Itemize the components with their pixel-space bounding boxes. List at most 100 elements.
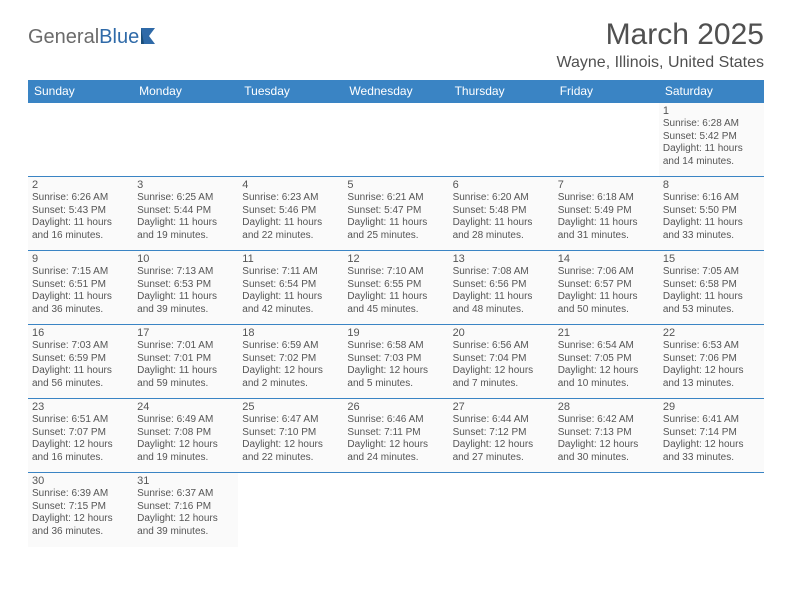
sunrise-text: Sunrise: 6:58 AM [347,340,444,353]
calendar-day-cell: 28Sunrise: 6:42 AMSunset: 7:13 PMDayligh… [554,399,659,473]
sunset-text: Sunset: 7:12 PM [453,427,550,440]
daylight-line1: Daylight: 12 hours [347,365,444,378]
day-number: 23 [32,401,129,413]
daylight-line2: and 24 minutes. [347,452,444,465]
calendar-empty-cell [659,473,764,547]
daylight-line1: Daylight: 11 hours [137,291,234,304]
daylight-line1: Daylight: 11 hours [663,291,760,304]
logo-word-1: General [28,26,99,48]
calendar-empty-cell [554,103,659,177]
calendar-day-cell: 4Sunrise: 6:23 AMSunset: 5:46 PMDaylight… [238,177,343,251]
sunset-text: Sunset: 6:57 PM [558,279,655,292]
title-block: March 2025 Wayne, Illinois, United State… [557,18,765,72]
sunset-text: Sunset: 7:01 PM [137,353,234,366]
calendar-empty-cell [343,103,448,177]
day-info: Sunrise: 7:10 AMSunset: 6:55 PMDaylight:… [347,266,444,316]
sunset-text: Sunset: 7:05 PM [558,353,655,366]
day-info: Sunrise: 7:03 AMSunset: 6:59 PMDaylight:… [32,340,129,390]
sunset-text: Sunset: 6:56 PM [453,279,550,292]
day-header: Tuesday [238,80,343,103]
daylight-line2: and 5 minutes. [347,378,444,391]
daylight-line1: Daylight: 12 hours [347,439,444,452]
daylight-line2: and 22 minutes. [242,452,339,465]
sunrise-text: Sunrise: 7:03 AM [32,340,129,353]
calendar-empty-cell [554,473,659,547]
calendar-day-cell: 12Sunrise: 7:10 AMSunset: 6:55 PMDayligh… [343,251,448,325]
sunset-text: Sunset: 5:44 PM [137,205,234,218]
sunset-text: Sunset: 7:11 PM [347,427,444,440]
day-number: 22 [663,327,760,339]
daylight-line2: and 33 minutes. [663,230,760,243]
day-info: Sunrise: 6:56 AMSunset: 7:04 PMDaylight:… [453,340,550,390]
daylight-line2: and 42 minutes. [242,304,339,317]
sunrise-text: Sunrise: 6:25 AM [137,192,234,205]
calendar-day-cell: 13Sunrise: 7:08 AMSunset: 6:56 PMDayligh… [449,251,554,325]
day-number: 24 [137,401,234,413]
calendar-day-cell: 18Sunrise: 6:59 AMSunset: 7:02 PMDayligh… [238,325,343,399]
calendar-empty-cell [449,473,554,547]
sunrise-text: Sunrise: 6:26 AM [32,192,129,205]
day-info: Sunrise: 7:15 AMSunset: 6:51 PMDaylight:… [32,266,129,316]
daylight-line1: Daylight: 12 hours [453,439,550,452]
day-info: Sunrise: 6:44 AMSunset: 7:12 PMDaylight:… [453,414,550,464]
day-info: Sunrise: 6:20 AMSunset: 5:48 PMDaylight:… [453,192,550,242]
daylight-line1: Daylight: 11 hours [558,291,655,304]
day-info: Sunrise: 6:18 AMSunset: 5:49 PMDaylight:… [558,192,655,242]
calendar-week-row: 23Sunrise: 6:51 AMSunset: 7:07 PMDayligh… [28,399,764,473]
daylight-line2: and 7 minutes. [453,378,550,391]
calendar-day-cell: 26Sunrise: 6:46 AMSunset: 7:11 PMDayligh… [343,399,448,473]
location-subtitle: Wayne, Illinois, United States [557,54,765,72]
day-info: Sunrise: 6:54 AMSunset: 7:05 PMDaylight:… [558,340,655,390]
daylight-line1: Daylight: 12 hours [137,513,234,526]
sunset-text: Sunset: 5:50 PM [663,205,760,218]
daylight-line2: and 56 minutes. [32,378,129,391]
sunrise-text: Sunrise: 6:21 AM [347,192,444,205]
day-info: Sunrise: 6:42 AMSunset: 7:13 PMDaylight:… [558,414,655,464]
calendar-day-cell: 20Sunrise: 6:56 AMSunset: 7:04 PMDayligh… [449,325,554,399]
sunrise-text: Sunrise: 7:10 AM [347,266,444,279]
logo: GeneralBlue [28,26,163,49]
daylight-line2: and 2 minutes. [242,378,339,391]
calendar-day-cell: 1Sunrise: 6:28 AMSunset: 5:42 PMDaylight… [659,103,764,177]
daylight-line1: Daylight: 11 hours [453,217,550,230]
calendar-day-cell: 17Sunrise: 7:01 AMSunset: 7:01 PMDayligh… [133,325,238,399]
calendar-week-row: 1Sunrise: 6:28 AMSunset: 5:42 PMDaylight… [28,103,764,177]
sunrise-text: Sunrise: 6:20 AM [453,192,550,205]
logo-flag-icon [141,26,163,49]
calendar-day-cell: 16Sunrise: 7:03 AMSunset: 6:59 PMDayligh… [28,325,133,399]
daylight-line2: and 10 minutes. [558,378,655,391]
daylight-line1: Daylight: 11 hours [32,291,129,304]
sunrise-text: Sunrise: 7:06 AM [558,266,655,279]
sunrise-text: Sunrise: 7:15 AM [32,266,129,279]
sunset-text: Sunset: 7:02 PM [242,353,339,366]
calendar-day-cell: 2Sunrise: 6:26 AMSunset: 5:43 PMDaylight… [28,177,133,251]
daylight-line2: and 33 minutes. [663,452,760,465]
sunset-text: Sunset: 7:16 PM [137,501,234,514]
calendar-day-cell: 30Sunrise: 6:39 AMSunset: 7:15 PMDayligh… [28,473,133,547]
sunrise-text: Sunrise: 6:16 AM [663,192,760,205]
day-info: Sunrise: 7:11 AMSunset: 6:54 PMDaylight:… [242,266,339,316]
calendar-day-cell: 19Sunrise: 6:58 AMSunset: 7:03 PMDayligh… [343,325,448,399]
day-number: 8 [663,179,760,191]
sunset-text: Sunset: 6:54 PM [242,279,339,292]
calendar-day-cell: 14Sunrise: 7:06 AMSunset: 6:57 PMDayligh… [554,251,659,325]
sunset-text: Sunset: 5:43 PM [32,205,129,218]
sunrise-text: Sunrise: 7:13 AM [137,266,234,279]
sunset-text: Sunset: 7:07 PM [32,427,129,440]
daylight-line1: Daylight: 11 hours [32,217,129,230]
day-number: 7 [558,179,655,191]
daylight-line1: Daylight: 12 hours [32,439,129,452]
calendar-day-cell: 3Sunrise: 6:25 AMSunset: 5:44 PMDaylight… [133,177,238,251]
daylight-line1: Daylight: 11 hours [242,291,339,304]
calendar-day-cell: 27Sunrise: 6:44 AMSunset: 7:12 PMDayligh… [449,399,554,473]
day-info: Sunrise: 6:46 AMSunset: 7:11 PMDaylight:… [347,414,444,464]
day-header: Monday [133,80,238,103]
day-info: Sunrise: 6:39 AMSunset: 7:15 PMDaylight:… [32,488,129,538]
daylight-line2: and 48 minutes. [453,304,550,317]
calendar-day-cell: 24Sunrise: 6:49 AMSunset: 7:08 PMDayligh… [133,399,238,473]
daylight-line2: and 14 minutes. [663,156,760,169]
day-number: 6 [453,179,550,191]
sunset-text: Sunset: 5:47 PM [347,205,444,218]
daylight-line2: and 53 minutes. [663,304,760,317]
daylight-line2: and 28 minutes. [453,230,550,243]
